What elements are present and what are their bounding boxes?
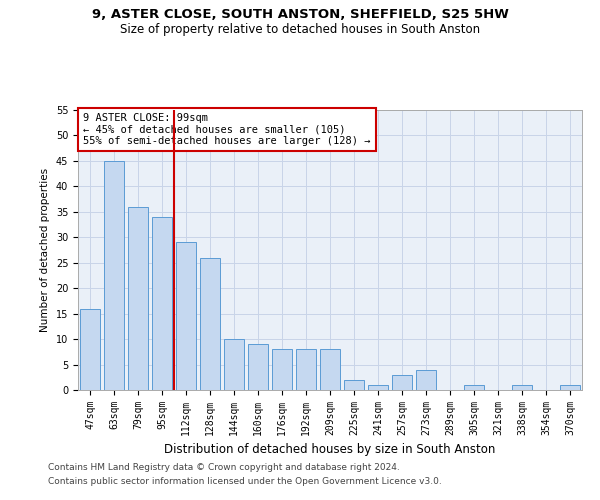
- Bar: [248, 344, 268, 390]
- Bar: [512, 385, 532, 390]
- Text: Contains public sector information licensed under the Open Government Licence v3: Contains public sector information licen…: [48, 477, 442, 486]
- Bar: [272, 350, 292, 390]
- Bar: [104, 161, 124, 390]
- Bar: [200, 258, 220, 390]
- Text: 9, ASTER CLOSE, SOUTH ANSTON, SHEFFIELD, S25 5HW: 9, ASTER CLOSE, SOUTH ANSTON, SHEFFIELD,…: [92, 8, 508, 20]
- Bar: [224, 339, 244, 390]
- Bar: [344, 380, 364, 390]
- Bar: [368, 385, 388, 390]
- Text: Contains HM Land Registry data © Crown copyright and database right 2024.: Contains HM Land Registry data © Crown c…: [48, 464, 400, 472]
- Y-axis label: Number of detached properties: Number of detached properties: [40, 168, 50, 332]
- Bar: [176, 242, 196, 390]
- Text: 9 ASTER CLOSE: 99sqm
← 45% of detached houses are smaller (105)
55% of semi-deta: 9 ASTER CLOSE: 99sqm ← 45% of detached h…: [83, 113, 371, 146]
- Bar: [416, 370, 436, 390]
- Bar: [296, 350, 316, 390]
- Bar: [152, 217, 172, 390]
- Bar: [128, 206, 148, 390]
- Text: Distribution of detached houses by size in South Anston: Distribution of detached houses by size …: [164, 442, 496, 456]
- Bar: [320, 350, 340, 390]
- Bar: [560, 385, 580, 390]
- Bar: [80, 308, 100, 390]
- Bar: [464, 385, 484, 390]
- Text: Size of property relative to detached houses in South Anston: Size of property relative to detached ho…: [120, 22, 480, 36]
- Bar: [392, 374, 412, 390]
